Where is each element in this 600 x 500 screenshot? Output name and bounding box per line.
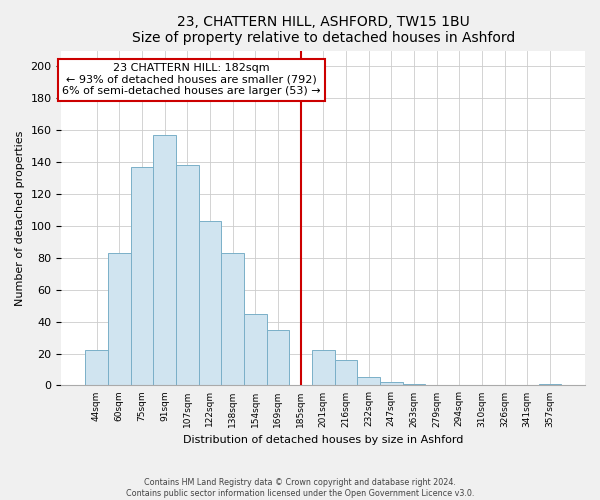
Bar — [380, 382, 403, 386]
Bar — [244, 314, 266, 386]
Bar — [335, 360, 357, 386]
Bar — [131, 167, 153, 386]
X-axis label: Distribution of detached houses by size in Ashford: Distribution of detached houses by size … — [183, 435, 463, 445]
Bar — [199, 221, 221, 386]
Bar — [357, 378, 380, 386]
Bar — [85, 350, 108, 386]
Bar — [153, 135, 176, 386]
Bar — [221, 253, 244, 386]
Bar — [539, 384, 561, 386]
Title: 23, CHATTERN HILL, ASHFORD, TW15 1BU
Size of property relative to detached house: 23, CHATTERN HILL, ASHFORD, TW15 1BU Siz… — [131, 15, 515, 45]
Bar — [403, 384, 425, 386]
Bar — [108, 253, 131, 386]
Bar — [266, 330, 289, 386]
Text: 23 CHATTERN HILL: 182sqm
← 93% of detached houses are smaller (792)
6% of semi-d: 23 CHATTERN HILL: 182sqm ← 93% of detach… — [62, 64, 321, 96]
Y-axis label: Number of detached properties: Number of detached properties — [15, 130, 25, 306]
Bar — [176, 166, 199, 386]
Bar — [312, 350, 335, 386]
Text: Contains HM Land Registry data © Crown copyright and database right 2024.
Contai: Contains HM Land Registry data © Crown c… — [126, 478, 474, 498]
